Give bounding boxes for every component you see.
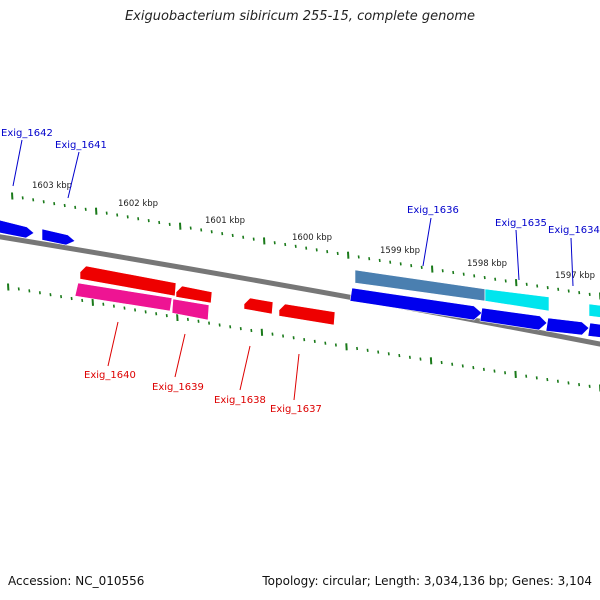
position-label: 1600 kbp [292, 233, 332, 243]
gene-exig-1640[interactable] [74, 282, 173, 312]
leader-exig-1640 [107, 321, 119, 367]
leader-exig-1634 [570, 237, 574, 287]
gene-label-exig-1635[interactable]: Exig_1635 [495, 218, 547, 229]
topology-text: Topology: circular; Length: 3,034,136 bp… [262, 574, 592, 588]
gene-label-exig-1641[interactable]: Exig_1641 [55, 140, 107, 151]
gene-label-exig-1642[interactable]: Exig_1642 [1, 128, 53, 139]
gene-exig-1640-red[interactable] [79, 265, 177, 297]
gene-exig-1639-red[interactable] [175, 285, 213, 304]
gene-label-exig-1639[interactable]: Exig_1639 [152, 382, 204, 393]
gene-exig-1637[interactable] [278, 303, 336, 326]
gene-label-group: Exig_1642 Exig_1641 Exig_1636 Exig_1635 … [1, 128, 600, 415]
leader-exig-1635 [515, 229, 520, 281]
gene-forward-1[interactable] [349, 287, 483, 321]
position-label-group: 1603 kbp 1602 kbp 1601 kbp 1600 kbp 1599… [32, 181, 595, 281]
gene-forward-2[interactable] [479, 307, 548, 331]
gene-label-exig-1637[interactable]: Exig_1637 [270, 404, 322, 415]
accession-text: Accession: NC_010556 [8, 574, 145, 588]
gene-forward-3[interactable] [545, 317, 590, 336]
gene-exig-1642[interactable] [0, 219, 35, 239]
gene-label-exig-1634[interactable]: Exig_1634 [548, 225, 600, 236]
position-label: 1599 kbp [380, 246, 420, 256]
leader-exig-1639 [174, 333, 186, 378]
gene-label-exig-1638[interactable]: Exig_1638 [214, 395, 266, 406]
outer-tick-row [11, 192, 600, 300]
gene-exig-1641[interactable] [41, 228, 76, 246]
forward-gene-group [0, 219, 600, 338]
gene-exig-1639[interactable] [171, 298, 210, 321]
inner-tick-row [7, 283, 600, 392]
leader-exig-1641 [67, 151, 80, 199]
genome-backbone [0, 234, 600, 347]
map-title: Exiguobacterium sibiricum 255-15, comple… [124, 9, 476, 24]
label-leader-group [12, 139, 574, 401]
reverse-gene-group [74, 265, 336, 326]
position-label: 1598 kbp [467, 259, 507, 269]
gene-exig-1634-fragment[interactable] [588, 303, 600, 318]
leader-exig-1642 [12, 139, 23, 187]
gene-label-exig-1636[interactable]: Exig_1636 [407, 205, 459, 216]
gene-label-exig-1640[interactable]: Exig_1640 [84, 370, 136, 381]
leader-exig-1638 [239, 345, 251, 391]
position-label: 1597 kbp [555, 271, 595, 281]
gene-forward-4[interactable] [587, 322, 600, 338]
leader-exig-1636 [422, 217, 432, 267]
position-label: 1601 kbp [205, 216, 245, 226]
position-label: 1603 kbp [32, 181, 72, 191]
gene-exig-1638[interactable] [243, 297, 274, 315]
gene-exig-1635[interactable] [484, 288, 550, 312]
position-label: 1602 kbp [118, 199, 158, 209]
leader-exig-1637 [293, 353, 300, 401]
